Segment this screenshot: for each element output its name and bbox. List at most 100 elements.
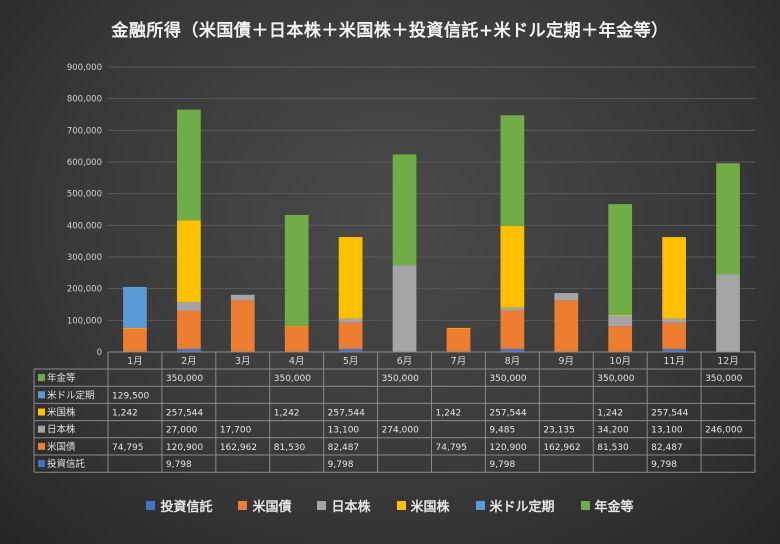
chart-title: 金融所得（米国債＋日本株＋米国株＋投資信託+米ドル定期＋年金等） [111,21,669,41]
y-tick-label: 200,000 [67,285,102,295]
legend-item: 米国債 [238,496,291,515]
table-cell-value: 9,798 [489,460,515,470]
table-cell-value: 74,795 [436,443,468,453]
bar-segment [500,348,525,352]
bar-segment [500,307,525,311]
table-cell-value: 1,242 [274,409,300,419]
bar-segment [608,315,633,327]
y-tick-label: 700,000 [67,126,102,136]
bar-segment [123,286,147,328]
table-cell-value: 9,798 [651,460,677,470]
legend-label: 日本株 [331,500,371,515]
bar-segment [177,348,201,352]
table-series-name: 投資信託 [47,458,86,470]
x-tick-label: 9月 [559,356,575,367]
bar-segment [446,327,471,329]
bar-segment [338,322,363,349]
legend-label: 投資信託 [160,500,213,515]
table-cell-value: 257,544 [489,409,526,419]
x-tick-label: 10月 [609,356,631,367]
table-cell-value: 81,530 [597,443,629,453]
bar-segment [177,302,201,311]
bar-segment [662,348,686,352]
x-tick-label: 7月 [451,356,467,367]
table-cell-value: 82,487 [651,443,683,453]
x-tick-label: 8月 [505,356,521,367]
table-cell-value: 350,000 [382,374,419,384]
bar-segment [284,326,309,352]
bar-segment [554,300,579,352]
legend-swatch [475,501,485,510]
bar-segment [662,237,686,319]
bar-segment [123,327,147,329]
legend-item: 米国株 [396,496,450,515]
table-cell-value: 350,000 [489,374,526,384]
table-cell-value: 257,544 [651,409,688,419]
table-cell-value: 17,700 [220,426,252,436]
table-series-name: 米国株 [47,407,76,419]
table-cell-value: 1,242 [597,409,623,419]
bar-segment [608,326,633,352]
x-tick-label: 1月 [127,356,143,367]
legend-swatch [317,501,327,510]
y-tick-label: 800,000 [67,95,102,105]
table-cell-value: 13,100 [328,426,360,436]
x-tick-label: 4月 [289,356,305,367]
bar-segment [230,294,255,301]
bar-segment [284,214,309,326]
bar-segment [716,163,740,275]
bar-segment [338,237,363,319]
legend-swatch [580,501,590,510]
table-cell-value: 9,798 [328,460,354,470]
table-cell-value: 81,530 [274,443,306,453]
y-tick-label: 0 [97,348,102,358]
table-series-name: 米国債 [47,441,76,453]
bar-segment [123,328,147,352]
y-tick-label: 300,000 [67,253,102,263]
table-series-swatch [38,408,45,416]
table-cell-value: 82,487 [328,443,360,453]
y-tick-label: 900,000 [67,63,102,73]
x-tick-label: 6月 [397,356,413,367]
table-cell-value: 246,000 [705,426,742,436]
bar-segment [500,226,525,308]
legend-label: 米ドル定期 [489,500,555,515]
bar-segment [608,314,633,316]
legend-label: 米国株 [410,500,450,515]
bar-segment [177,109,201,221]
bar-segment [716,274,740,352]
x-tick-label: 5月 [343,356,359,367]
bar-segment [338,318,363,323]
table-cell-value: 350,000 [705,374,742,384]
table-cell-value: 120,900 [489,443,526,453]
bars [123,109,740,352]
table-series-swatch [38,374,45,382]
table-cell-value: 274,000 [382,426,419,436]
bar-segment [662,318,686,323]
y-axis-ticks: 0 100,000 200,000 300,000 400,000 500,000 600,… [67,63,102,358]
bar-segment [608,204,633,315]
legend-swatch [146,501,156,510]
legend-item: 年金等 [580,496,634,515]
table-cell-value: 9,485 [489,426,515,436]
table-series-swatch [38,425,45,433]
bar-segment [284,325,309,327]
legend-swatch [396,501,406,510]
table-cell-value: 1,242 [112,409,138,419]
y-tick-label: 600,000 [67,158,102,168]
table-series-swatch [38,460,45,468]
table-cell-value: 257,544 [328,409,365,419]
bar-segment [230,300,255,352]
table-cell-value: 162,962 [220,443,257,453]
bar-segment [446,328,471,352]
table-series-swatch [38,442,45,450]
bar-segment [177,220,201,303]
bar-segment [554,293,579,301]
bar-segment [338,348,363,352]
bar-segment [177,310,201,349]
legend-item: 日本株 [317,496,371,515]
table-cell-value: 350,000 [166,374,203,384]
table-series-name: 年金等 [47,372,76,384]
table-cell-value: 257,544 [166,409,203,419]
